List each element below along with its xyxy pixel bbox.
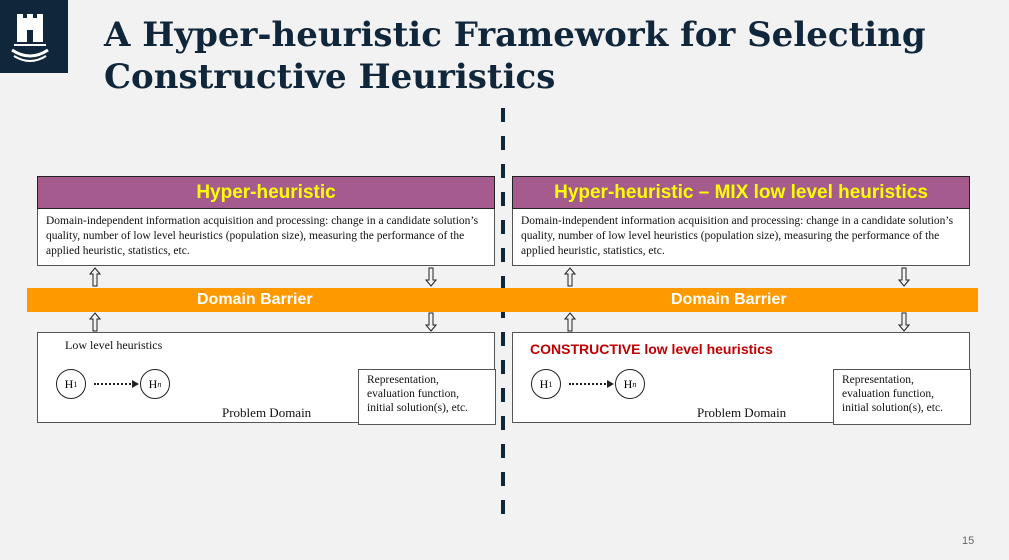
domain-barrier-bar: Domain Barrier Domain Barrier [27,288,978,312]
constructive-heuristics-label: CONSTRUCTIVE low level heuristics [530,341,773,357]
up-arrow-icon [89,312,101,332]
right-framework-panel: Hyper-heuristic – MIX low level heuristi… [512,176,971,426]
arrowhead-icon [132,380,139,388]
page-number: 15 [962,535,975,547]
dotted-connector [94,383,134,387]
up-arrow-icon [564,312,576,332]
university-castle-icon [11,14,49,62]
hyper-heuristic-description: Domain-independent information acquisiti… [512,209,970,266]
representation-box: Representation, evaluation function, ini… [358,369,496,425]
down-arrow-icon [425,267,437,287]
domain-barrier-left-label: Domain Barrier [197,291,313,308]
problem-domain-label: Problem Domain [222,405,312,420]
low-level-heuristics-label: Low level heuristics [65,338,163,352]
slide-title: A Hyper-heuristic Framework for Selectin… [104,15,926,97]
dashed-divider [501,108,505,520]
arrowhead-icon [607,380,614,388]
down-arrow-icon [425,312,437,332]
representation-box: Representation, evaluation function, ini… [833,369,971,425]
hyper-heuristic-header: Hyper-heuristic [37,176,495,209]
down-arrow-icon [898,312,910,332]
hyper-heuristic-description: Domain-independent information acquisiti… [37,209,495,266]
up-arrow-icon [89,267,101,287]
down-arrow-icon [898,267,910,287]
up-arrow-icon [564,267,576,287]
hyper-heuristic-mix-header: Hyper-heuristic – MIX low level heuristi… [512,176,970,209]
domain-barrier-right-label: Domain Barrier [671,291,787,308]
university-logo [0,0,68,73]
left-framework-panel: Hyper-heuristic Domain-independent infor… [37,176,496,426]
problem-domain-label: Problem Domain [697,405,787,420]
dotted-connector [569,383,609,387]
